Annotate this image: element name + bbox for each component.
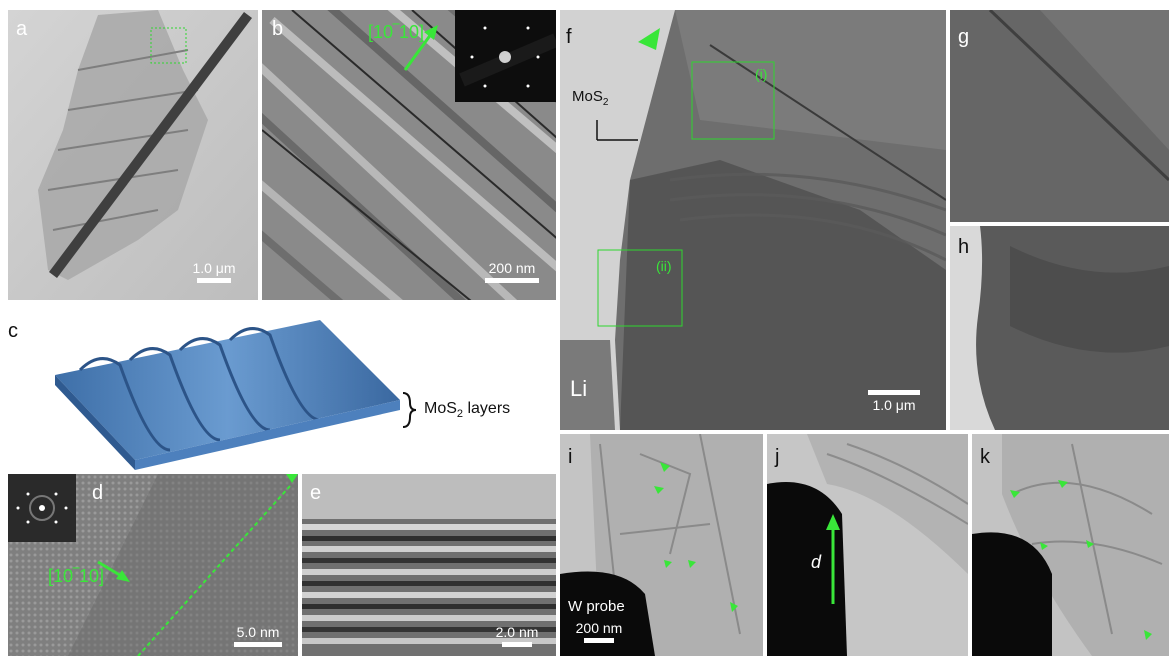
panel-b-scalebar: 200 nm (482, 260, 542, 283)
panel-c-caption-suffix: layers (463, 400, 511, 417)
panel-h: h (950, 226, 1169, 430)
panel-d-scalebar: 5.0 nm (230, 624, 286, 647)
panel-k-label: k (980, 446, 990, 468)
panel-d-image (8, 474, 298, 656)
panel-k-image (972, 434, 1169, 656)
panel-i-scale-text: 200 nm (575, 620, 623, 636)
panel-b: b [10‾10] 200 nm (262, 10, 556, 300)
panel-i-scalebar: 200 nm (568, 620, 630, 643)
panel-a-scalebar: 1.0 μm (188, 260, 240, 283)
panel-k: k (972, 434, 1169, 656)
panel-c-caption-prefix: MoS (424, 400, 457, 417)
panel-f-mos2: MoS2 (572, 88, 608, 108)
panel-a-label: a (16, 18, 28, 40)
panel-a: a 1.0 μm (8, 10, 258, 300)
panel-f-scalebar: 1.0 μm (864, 390, 924, 413)
panel-i-image (560, 434, 763, 656)
panel-c-caption-sub: 2 (456, 408, 464, 421)
panel-a-scale-text: 1.0 μm (192, 260, 236, 276)
panel-g: g (950, 10, 1169, 222)
panel-g-image (950, 10, 1169, 222)
panel-c-caption: MoS2 layers (424, 400, 510, 420)
panel-j-label: j (775, 446, 780, 468)
panel-a-image (8, 10, 258, 300)
panel-f-scale-text: 1.0 μm (872, 397, 916, 413)
panel-i: i W probe 200 nm (560, 434, 763, 656)
panel-g-label: g (958, 26, 970, 48)
panel-j: j d (767, 434, 968, 656)
panel-c-label: c (8, 320, 18, 342)
panel-f: f MoS2 (i) (ii) Li 1.0 μm (560, 10, 946, 430)
panel-f-mos2-prefix: MoS (572, 88, 603, 105)
panel-c-illustration (55, 320, 417, 470)
panel-j-d-label: d (811, 552, 822, 572)
panel-d: d [10‾10] 5.0 nm (8, 474, 298, 656)
panel-b-direction: [10‾10] (368, 22, 425, 42)
panel-i-probe-label: W probe (568, 598, 625, 615)
panel-e-image (302, 474, 556, 656)
panel-b-scale-text: 200 nm (488, 260, 536, 276)
panel-f-label: f (566, 26, 572, 48)
panel-f-li-label: Li (570, 376, 588, 401)
panel-h-label: h (958, 236, 970, 258)
panel-f-mos2-sub: 2 (602, 97, 609, 108)
panel-b-label: b (272, 18, 284, 40)
panel-h-image (950, 226, 1169, 430)
panel-d-label: d (92, 482, 104, 504)
panel-b-image (262, 10, 556, 300)
panel-e-scale-text: 2.0 nm (495, 624, 539, 640)
panel-f-box-i-label: (i) (755, 66, 768, 82)
panel-e-label: e (310, 482, 322, 504)
panel-d-direction: [10‾10] (48, 566, 105, 586)
panel-e: e 2.0 nm (302, 474, 556, 656)
panel-i-label: i (568, 446, 573, 468)
panel-d-scale-text: 5.0 nm (236, 624, 280, 640)
panel-e-scalebar: 2.0 nm (490, 624, 544, 647)
panel-c: c MoS2 layers (0, 310, 556, 470)
panel-f-box-ii-label: (ii) (656, 258, 672, 274)
panel-f-image (560, 10, 946, 430)
panel-j-image (767, 434, 968, 656)
